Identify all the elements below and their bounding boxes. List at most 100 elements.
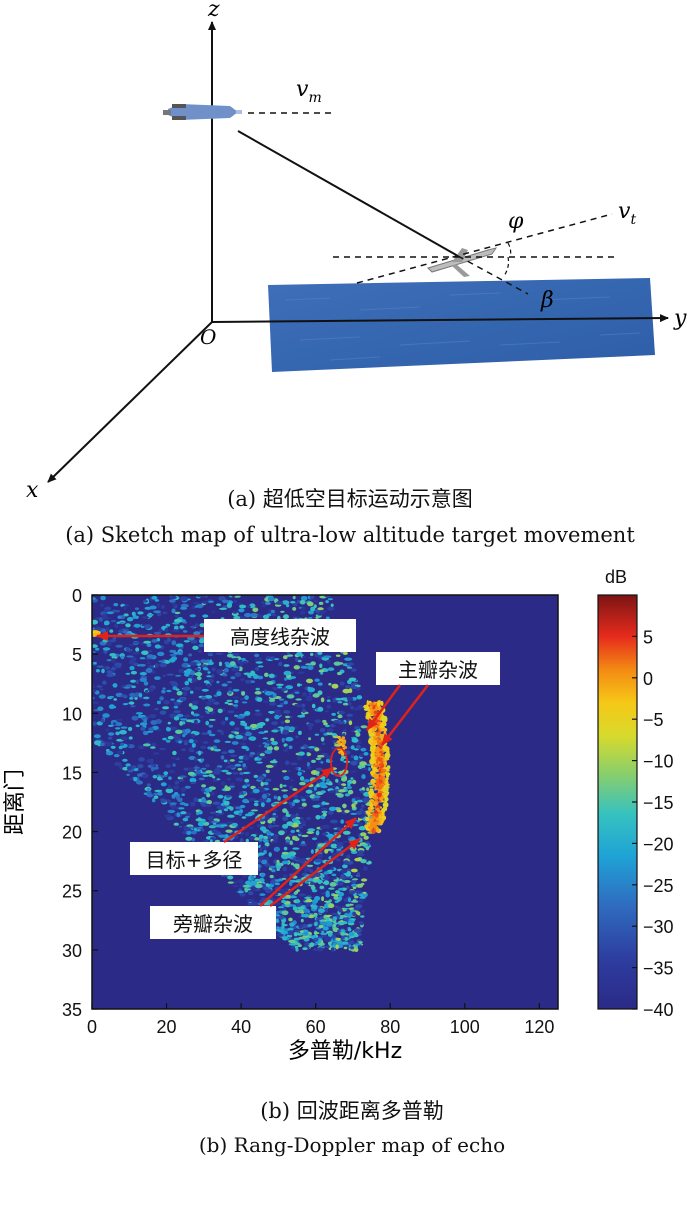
- heatmap-cell: [263, 849, 267, 855]
- heatmap-cell: [362, 891, 367, 894]
- heatmap-cell: [180, 821, 184, 824]
- heatmap-cell: [326, 731, 333, 736]
- heatmap-cell: [130, 705, 136, 708]
- heatmap-cell: [289, 896, 298, 899]
- heatmap-cell: [234, 731, 240, 735]
- heatmap-cell: [347, 782, 351, 787]
- heatmap-cell: [322, 812, 327, 817]
- heatmap-cell: [334, 900, 339, 903]
- heatmap-cell: [342, 917, 351, 920]
- heatmap-cell: [122, 758, 128, 762]
- heatmap-cell: [92, 650, 97, 654]
- heatmap-cell: [381, 715, 388, 721]
- heatmap-cell: [97, 706, 104, 711]
- heatmap-cell: [361, 787, 365, 791]
- heatmap-cell: [298, 915, 302, 918]
- heatmap-cell: [146, 787, 151, 792]
- heatmap-cell: [165, 623, 171, 627]
- heatmap-cell: [315, 830, 320, 836]
- heatmap-cell: [386, 749, 390, 755]
- heatmap-cell: [308, 748, 315, 752]
- heatmap-cell: [256, 776, 265, 781]
- heatmap-cell: [346, 854, 351, 859]
- heatmap-cell: [326, 659, 331, 664]
- heatmap-cell: [167, 721, 171, 725]
- heatmap-cell: [319, 921, 328, 925]
- heatmap-cell: [145, 690, 148, 693]
- heatmap-cell: [358, 921, 364, 924]
- heatmap-cell: [190, 639, 198, 644]
- heatmap-cell: [178, 825, 183, 828]
- heatmap-cell: [195, 769, 201, 775]
- heatmap-cell: [356, 695, 363, 700]
- heatmap-cell: [296, 889, 301, 892]
- heatmap-cell: [134, 607, 140, 611]
- heatmap-cell: [350, 812, 357, 816]
- heatmap-cell: [371, 740, 376, 746]
- heatmap-cell: [169, 649, 177, 653]
- heatmap-cell: [173, 822, 179, 826]
- heatmap-cell: [299, 930, 304, 933]
- missile-icon: [163, 104, 242, 120]
- heatmap-cell: [325, 755, 332, 760]
- heatmap-cell: [178, 668, 185, 674]
- heatmap-cell: [264, 691, 273, 696]
- heatmap-cell: [327, 667, 335, 671]
- heatmap-cell: [370, 807, 375, 810]
- heatmap-cell: [168, 769, 176, 774]
- heatmap-cell: [311, 703, 316, 709]
- heatmap-cell: [220, 730, 224, 736]
- heatmap-cell: [227, 710, 235, 714]
- heatmap-cell: [300, 817, 304, 821]
- heatmap-cell: [160, 782, 167, 787]
- heatmap-cell: [368, 785, 375, 788]
- heatmap-cell: [377, 701, 381, 707]
- heatmap-cell: [111, 658, 117, 663]
- heatmap-cell: [276, 704, 283, 708]
- heatmap-cell: [223, 800, 230, 806]
- target-aircraft-icon: [427, 247, 498, 277]
- heatmap-cell: [313, 795, 321, 799]
- heatmap-cell: [217, 794, 224, 799]
- heatmap-cell: [258, 819, 266, 822]
- heatmap-cell: [275, 601, 284, 605]
- heatmap-cell: [151, 639, 158, 643]
- heatmap-cell: [258, 756, 267, 759]
- heatmap-cell: [202, 614, 209, 618]
- heatmap-cell: [347, 836, 351, 839]
- heatmap-cell: [131, 765, 137, 769]
- heatmap-cell: [323, 722, 328, 726]
- heatmap-cell: [311, 889, 318, 893]
- heatmap-cell: [164, 627, 169, 633]
- heatmap-cell: [209, 659, 213, 665]
- heatmap-cell: [324, 900, 330, 903]
- heatmap-cell: [180, 718, 188, 721]
- heatmap-cell: [92, 644, 98, 648]
- heatmap-cell: [307, 665, 314, 671]
- heatmap-cell: [343, 946, 348, 950]
- heatmap-cell: [382, 776, 386, 782]
- heatmap-cell: [93, 734, 101, 739]
- heatmap-cell: [330, 843, 339, 849]
- heatmap-cell: [362, 811, 367, 814]
- heatmap-cell: [333, 922, 338, 925]
- heatmap-cell: [342, 728, 347, 733]
- heatmap-cell: [194, 672, 203, 676]
- heatmap-cell: [361, 804, 365, 808]
- heatmap-cell: [234, 763, 242, 767]
- heatmap-cell: [380, 768, 387, 773]
- heatmap-cell: [352, 878, 359, 881]
- heatmap-cell: [198, 750, 202, 756]
- heatmap-cell: [173, 785, 180, 790]
- heatmap-cell: [123, 686, 131, 689]
- heatmap-cell: [175, 674, 182, 677]
- heatmap-cell: [371, 780, 375, 785]
- heatmap-cell: [303, 913, 310, 918]
- heatmap-cell: [131, 651, 140, 655]
- heatmap-cell: [176, 795, 180, 800]
- heatmap-cell: [277, 906, 284, 909]
- heatmap-cell: [182, 733, 186, 738]
- heatmap-cell: [206, 683, 211, 689]
- heatmap-cell: [147, 687, 155, 692]
- heatmap-cell: [258, 722, 266, 726]
